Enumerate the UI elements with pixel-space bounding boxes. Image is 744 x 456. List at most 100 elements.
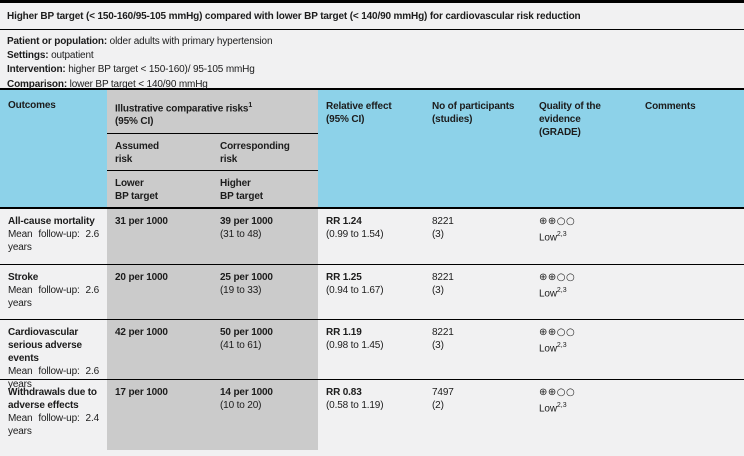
grade-label: Low (539, 403, 557, 415)
population-info-block: Patient or population: older adults with… (0, 30, 744, 90)
header-corresponding-line2: risk (220, 154, 238, 165)
participants-count: 7497 (432, 387, 454, 398)
header-higher-bp-target: Higher BP target (212, 171, 318, 207)
info-line-intervention: Intervention: higher BP target < 150-160… (7, 63, 737, 77)
info-label: Intervention: (7, 64, 66, 76)
outcome-name: Withdrawals due to adverse effects (8, 387, 97, 411)
assumed-risk-cell: 17 per 1000 (107, 380, 212, 450)
corresponding-value: 50 per 1000 (220, 327, 273, 338)
footnote-marker: 2,3 (556, 287, 567, 294)
info-line-population: Patient or population: older adults with… (7, 35, 737, 49)
header-relative-line1: Relative effect (326, 101, 392, 112)
footnote-marker: 2,3 (556, 342, 567, 349)
participants-count: 8221 (432, 327, 454, 338)
grade-label: Low (539, 288, 557, 300)
outcome-cell: Cardiovascular serious adverse events Me… (0, 320, 107, 390)
participants-cell: 7497 (2) (424, 380, 531, 450)
outcome-followup: Mean follow-up: 2.6 years (8, 285, 99, 309)
outcome-name: Stroke (8, 272, 39, 283)
quality-cell: ⊕⊕○○ Low2,3 (531, 320, 637, 379)
table-top-border (0, 0, 744, 3)
relative-value: RR 1.19 (326, 327, 362, 338)
corresponding-value: 25 per 1000 (220, 272, 273, 283)
studies-count: (3) (432, 340, 444, 351)
header-illustrative-text: Illustrative comparative risks (115, 103, 249, 115)
info-value: higher BP target < 150-160)/ 95-105 mmHg (65, 64, 255, 76)
corresponding-ci: (19 to 33) (220, 285, 262, 296)
footnote-marker: 2,3 (556, 402, 567, 409)
assumed-risk-cell: 20 per 1000 (107, 265, 212, 319)
participants-count: 8221 (432, 272, 454, 283)
relative-effect-cell: RR 0.83 (0.58 to 1.19) (318, 380, 424, 450)
header-corresponding-line1: Corresponding (220, 141, 290, 152)
header-participants-line2: (studies) (432, 114, 473, 125)
table-header: Outcomes Illustrative comparative risks1… (0, 90, 744, 209)
assumed-risk-cell: 42 per 1000 (107, 320, 212, 379)
relative-value: RR 0.83 (326, 387, 362, 398)
relative-ci: (0.98 to 1.45) (326, 340, 384, 351)
studies-count: (3) (432, 229, 444, 240)
header-assumed-risk: Assumed risk (107, 134, 212, 170)
outcome-cell: Withdrawals due to adverse effects Mean … (0, 380, 107, 450)
quality-cell: ⊕⊕○○ Low2,3 (531, 209, 637, 264)
outcome-name: Cardiovascular serious adverse events (8, 327, 82, 364)
info-label: Patient or population: (7, 36, 108, 47)
table-row: Cardiovascular serious adverse events Me… (0, 320, 744, 390)
corresponding-value: 39 per 1000 (220, 216, 273, 227)
outcome-followup: Mean follow-up: 2.4 years (8, 413, 99, 437)
header-higher-line1: Higher (220, 178, 251, 189)
outcome-cell: Stroke Mean follow-up: 2.6 years (0, 265, 107, 319)
header-illustrative-risks-block: Illustrative comparative risks1 (95% CI)… (107, 90, 318, 207)
info-value: lower BP target < 140/90 mmHg (67, 78, 208, 90)
info-label: Settings: (7, 50, 49, 62)
studies-count: (2) (432, 400, 444, 411)
header-higher-line2: BP target (220, 191, 263, 202)
footnote-marker: 2,3 (556, 231, 567, 238)
corresponding-risk-cell: 50 per 1000 (41 to 61) (212, 320, 318, 379)
header-comments: Comments (645, 101, 696, 112)
header-quality-line1: Quality of the evidence (539, 101, 601, 125)
relative-effect-cell: RR 1.19 (0.98 to 1.45) (318, 320, 424, 379)
table-row: Stroke Mean follow-up: 2.6 years 20 per … (0, 265, 744, 320)
relative-ci: (0.99 to 1.54) (326, 229, 384, 240)
comments-cell (637, 380, 744, 450)
header-risk-sublabels: Assumed risk Corresponding risk (107, 134, 318, 171)
participants-count: 8221 (432, 216, 454, 227)
studies-count: (3) (432, 285, 444, 296)
outcome-name: All-cause mortality (8, 216, 95, 227)
corresponding-risk-cell: 39 per 1000 (31 to 48) (212, 209, 318, 264)
corresponding-ci: (31 to 48) (220, 229, 262, 240)
grade-circles-icon: ⊕⊕○○ (539, 327, 576, 338)
corresponding-ci: (41 to 61) (220, 340, 262, 351)
comments-cell (637, 320, 744, 379)
table-row: Withdrawals due to adverse effects Mean … (0, 380, 744, 450)
info-line-settings: Settings: outpatient (7, 49, 737, 63)
header-relative-line2: (95% CI) (326, 114, 365, 125)
info-label: Comparison: (7, 78, 68, 90)
participants-cell: 8221 (3) (424, 209, 531, 264)
header-assumed-line2: risk (115, 154, 133, 165)
header-assumed-line1: Assumed (115, 141, 159, 152)
grade-circles-icon: ⊕⊕○○ (539, 387, 576, 398)
header-right-block: Relative effect (95% CI) No of participa… (318, 90, 744, 207)
header-bp-target-sublabels: Lower BP target Higher BP target (107, 171, 318, 207)
corresponding-ci: (10 to 20) (220, 400, 262, 411)
header-illustrative-risks: Illustrative comparative risks1 (95% CI) (107, 90, 318, 134)
header-lower-line2: BP target (115, 191, 158, 202)
grade-label: Low (539, 343, 557, 355)
table-title: Higher BP target (< 150-160/95-105 mmHg)… (7, 10, 581, 22)
corresponding-risk-cell: 25 per 1000 (19 to 33) (212, 265, 318, 319)
quality-cell: ⊕⊕○○ Low2,3 (531, 265, 637, 319)
outcome-followup: Mean follow-up: 2.6 years (8, 229, 99, 253)
assumed-risk-cell: 31 per 1000 (107, 209, 212, 264)
grade-circles-icon: ⊕⊕○○ (539, 216, 576, 227)
header-illustrative-ci: (95% CI) (115, 116, 154, 128)
table-title-band: Higher BP target (< 150-160/95-105 mmHg)… (0, 3, 744, 30)
corresponding-value: 14 per 1000 (220, 387, 273, 398)
relative-effect-cell: RR 1.24 (0.99 to 1.54) (318, 209, 424, 264)
comments-cell (637, 265, 744, 319)
participants-cell: 8221 (3) (424, 265, 531, 319)
footnote-marker: 1 (248, 102, 253, 109)
outcome-cell: All-cause mortality Mean follow-up: 2.6 … (0, 209, 107, 264)
